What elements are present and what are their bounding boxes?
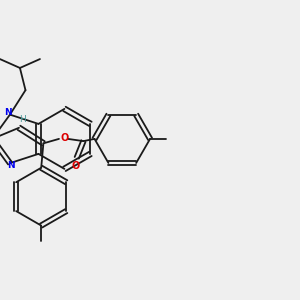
Text: N: N — [4, 108, 11, 117]
Text: O: O — [60, 133, 69, 143]
Text: N: N — [7, 161, 15, 170]
Text: O: O — [71, 160, 80, 171]
Text: H: H — [19, 116, 26, 124]
